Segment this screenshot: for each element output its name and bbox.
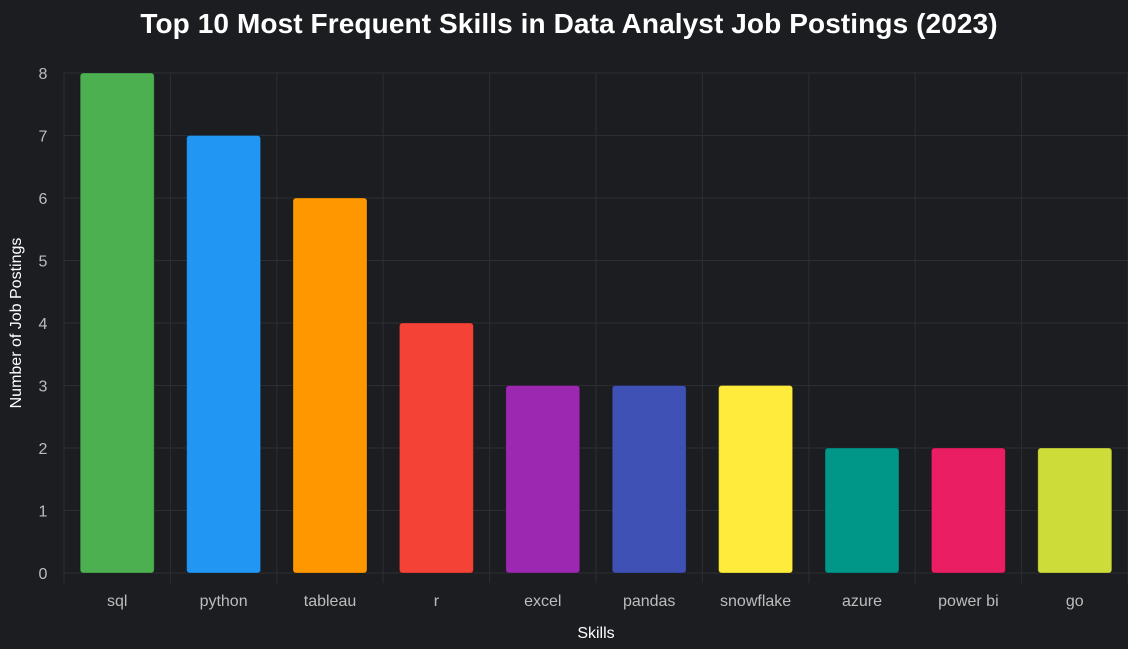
y-tick-label: 8 xyxy=(39,66,48,83)
x-tick-label: pandas xyxy=(623,593,676,610)
bar-snowflake xyxy=(718,385,794,574)
bar-tableau xyxy=(292,197,368,574)
y-tick-label: 0 xyxy=(39,566,48,583)
bar-r xyxy=(398,322,474,574)
x-tick-label: python xyxy=(200,593,248,610)
y-tick-label: 5 xyxy=(39,254,48,271)
bar-excel xyxy=(505,385,581,574)
y-tick-label: 6 xyxy=(39,191,48,208)
x-tick-label: go xyxy=(1066,593,1084,610)
y-tick-label: 1 xyxy=(39,504,48,521)
y-tick-label: 3 xyxy=(39,379,48,396)
bar-power-bi xyxy=(930,447,1006,574)
y-axis-ticks: 0 1 2 3 4 5 6 7 8 xyxy=(39,66,48,583)
x-tick-label: r xyxy=(434,593,440,610)
y-tick-label: 4 xyxy=(39,316,48,333)
chart-title: Top 10 Most Frequent Skills in Data Anal… xyxy=(140,8,998,39)
bars xyxy=(79,72,1113,574)
bar-sql xyxy=(79,72,155,574)
x-tick-label: sql xyxy=(107,593,127,610)
x-axis-title: Skills xyxy=(577,625,614,642)
x-tick-label: tableau xyxy=(304,593,357,610)
x-tick-label: power bi xyxy=(938,593,998,610)
y-axis-title: Number of Job Postings xyxy=(8,238,25,409)
x-axis-ticks: sql python tableau r excel pandas snowflake azu… xyxy=(107,593,1084,610)
x-tick-label: snowflake xyxy=(720,593,791,610)
bar-azure xyxy=(824,447,900,574)
bar-python xyxy=(186,135,262,574)
bar-go xyxy=(1037,447,1113,574)
bar-pandas xyxy=(611,385,687,574)
y-tick-label: 7 xyxy=(39,129,48,146)
x-tick-label: azure xyxy=(842,593,882,610)
y-tick-label: 2 xyxy=(39,441,48,458)
x-tick-label: excel xyxy=(524,593,561,610)
